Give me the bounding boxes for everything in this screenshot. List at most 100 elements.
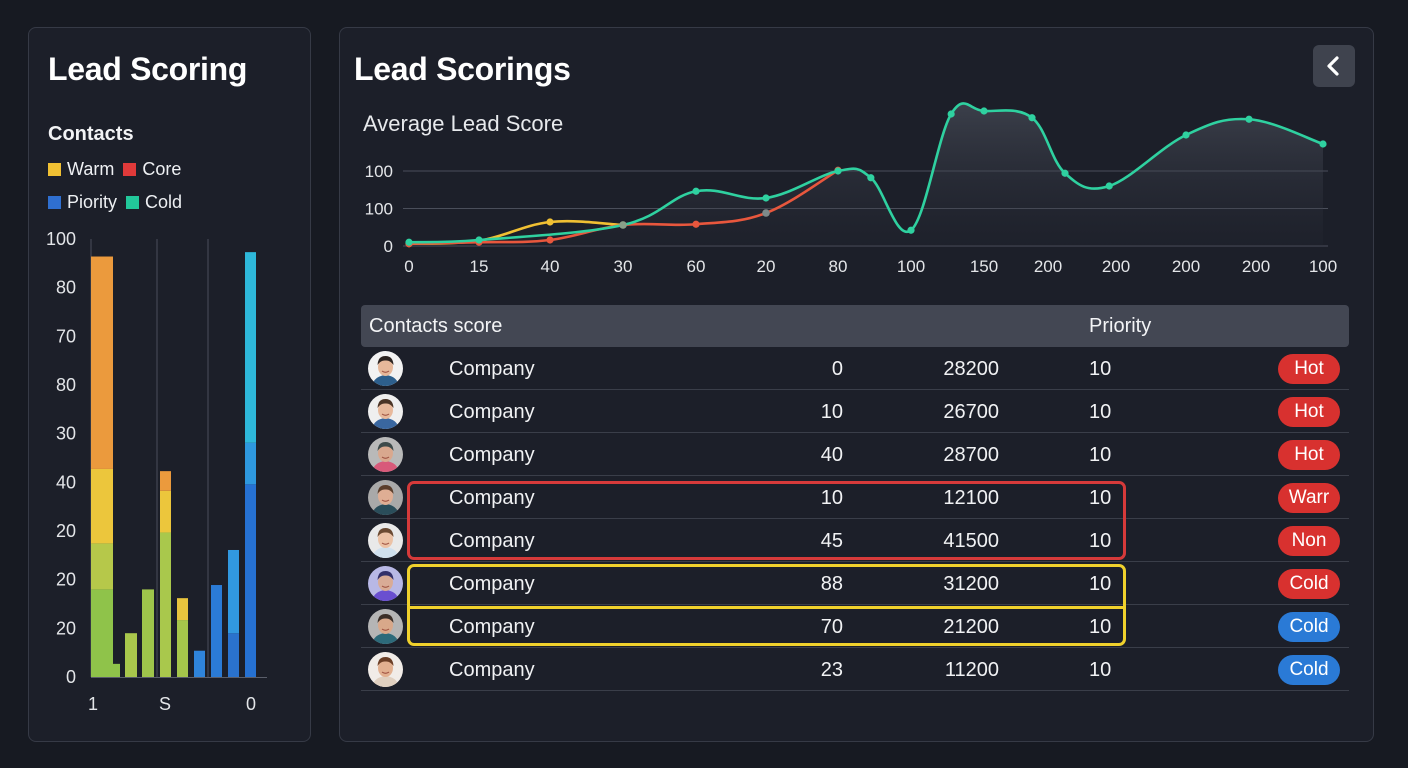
- data-point[interactable]: [1182, 131, 1190, 139]
- data-point[interactable]: [834, 167, 842, 175]
- bar-segment: [142, 589, 154, 677]
- table-row[interactable]: Company 10 26700 10 Hot: [361, 390, 1349, 433]
- bar-segment: [160, 490, 171, 533]
- x-tick-label: 200: [1102, 257, 1130, 276]
- table-row[interactable]: Company 45 41500 10 Non: [361, 519, 1349, 562]
- deal-value: 28200: [943, 358, 999, 380]
- company-name[interactable]: Company: [449, 616, 535, 638]
- company-name[interactable]: Company: [449, 530, 535, 552]
- bar-segment: [113, 663, 120, 677]
- company-name[interactable]: Company: [449, 659, 535, 681]
- company-name[interactable]: Company: [449, 358, 535, 380]
- x-tick-label: 80: [829, 257, 848, 276]
- contacts-table: Contacts score Priority Company 0 28200 …: [361, 305, 1349, 691]
- data-point[interactable]: [546, 236, 554, 244]
- avatar-portrait-icon: [368, 566, 403, 601]
- bar-segment: [245, 484, 256, 677]
- deal-value: 11200: [944, 659, 999, 681]
- company-name[interactable]: Company: [449, 573, 535, 595]
- contacts-label: Contacts: [48, 123, 134, 145]
- bar: [245, 252, 256, 677]
- data-point[interactable]: [980, 107, 988, 115]
- x-tick-label: 100: [897, 257, 925, 276]
- chart-title: Average Lead Score: [363, 111, 564, 136]
- x-tick-label: 20: [757, 257, 776, 276]
- back-button[interactable]: [1313, 45, 1355, 87]
- data-point[interactable]: [907, 226, 915, 234]
- table-row[interactable]: Company 0 28200 10 Hot: [361, 347, 1349, 390]
- series-cold: [405, 102, 1327, 246]
- x-tick-label: 1: [88, 694, 98, 714]
- y-tick-label: 0: [66, 667, 76, 687]
- bar: [194, 650, 205, 677]
- contact-score: 40: [820, 444, 843, 466]
- x-tick-label: 100: [1309, 257, 1337, 276]
- deal-value: 12100: [943, 487, 999, 509]
- data-point[interactable]: [1319, 140, 1327, 148]
- y-tick-label: 100: [365, 200, 393, 219]
- data-point[interactable]: [546, 218, 554, 226]
- bar: [125, 633, 137, 677]
- avatar-portrait-icon: [368, 351, 403, 386]
- x-tick-label: 0: [404, 257, 413, 276]
- status-badge[interactable]: Non: [1278, 526, 1340, 556]
- legend-label-priority: Piority: [67, 192, 118, 212]
- company-name[interactable]: Company: [449, 444, 535, 466]
- company-name[interactable]: Company: [449, 401, 535, 423]
- avatar-portrait-icon: [368, 609, 403, 644]
- x-tick-label: 60: [687, 257, 706, 276]
- table-row[interactable]: Company 70 21200 10 Cold: [361, 605, 1349, 648]
- avatar-portrait-icon: [368, 394, 403, 429]
- bar-segment: [211, 585, 222, 677]
- status-badge[interactable]: Cold: [1278, 612, 1340, 642]
- data-point[interactable]: [1105, 182, 1113, 190]
- company-name[interactable]: Company: [449, 487, 535, 509]
- column-header-priority[interactable]: Priority: [1089, 315, 1152, 337]
- table-row[interactable]: Company 23 11200 10 Cold: [361, 648, 1349, 691]
- bar-segment: [194, 650, 205, 677]
- priority-value: 10: [1089, 358, 1112, 380]
- data-point[interactable]: [692, 220, 700, 228]
- lead-scorings-panel: Lead Scorings Average Lead Score 100 100 0…: [339, 27, 1374, 742]
- status-badge[interactable]: Hot: [1278, 397, 1340, 427]
- status-badge[interactable]: Hot: [1278, 354, 1340, 384]
- y-tick-label: 20: [56, 618, 76, 638]
- bar: [177, 598, 188, 677]
- column-header-contacts-score[interactable]: Contacts score: [369, 315, 503, 337]
- status-badge[interactable]: Cold: [1278, 655, 1340, 685]
- data-point[interactable]: [947, 110, 955, 118]
- bar-segment: [228, 549, 239, 634]
- x-tick-label: 0: [246, 694, 256, 714]
- status-badge[interactable]: Warr: [1278, 483, 1340, 513]
- avatar-portrait-icon: [368, 437, 403, 472]
- data-point[interactable]: [1028, 114, 1036, 122]
- status-badge[interactable]: Cold: [1278, 569, 1340, 599]
- data-point[interactable]: [475, 236, 483, 244]
- data-point[interactable]: [619, 221, 627, 229]
- bar-segment: [245, 252, 256, 443]
- data-point[interactable]: [762, 194, 770, 202]
- legend-swatch-priority: [48, 196, 61, 209]
- table-row[interactable]: Company 88 31200 10 Cold: [361, 562, 1349, 605]
- panel-title: Lead Scorings: [354, 51, 571, 87]
- table-row[interactable]: Company 40 28700 10 Hot: [361, 433, 1349, 476]
- data-point[interactable]: [1061, 169, 1069, 177]
- data-point[interactable]: [405, 238, 413, 246]
- bar-segment: [160, 532, 171, 677]
- y-tick-label: 20: [56, 570, 76, 590]
- data-point[interactable]: [692, 187, 700, 195]
- legend-swatch-warm: [48, 163, 61, 176]
- data-point[interactable]: [762, 209, 770, 217]
- x-tick-label: 200: [1172, 257, 1200, 276]
- y-tick-label: 0: [384, 237, 393, 256]
- lead-scoring-panel: Lead Scoring Contacts Warm Core Piority …: [28, 27, 311, 742]
- data-point[interactable]: [1245, 115, 1253, 123]
- data-point[interactable]: [867, 174, 875, 182]
- y-tick-label: 100: [46, 229, 76, 249]
- status-badge[interactable]: Hot: [1278, 440, 1340, 470]
- avatar-portrait-icon: [368, 523, 403, 558]
- table-row[interactable]: Company 10 12100 10 Warr: [361, 476, 1349, 519]
- priority-value: 10: [1089, 487, 1112, 509]
- bar-segment: [91, 256, 113, 469]
- avatar: [368, 394, 403, 429]
